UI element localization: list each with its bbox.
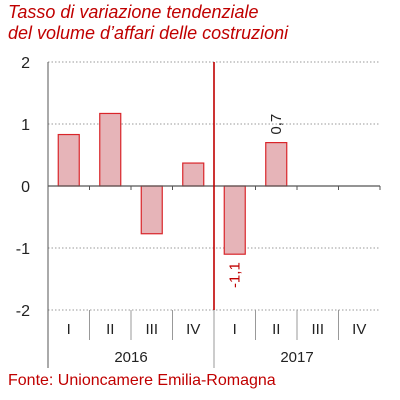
bar — [57, 133, 80, 187]
source-note: Fonte: Unioncamere Emilia-Romagna — [8, 372, 276, 389]
y-tick-label: 0 — [21, 179, 30, 196]
bar — [182, 162, 205, 187]
x-tick-label: II — [272, 321, 280, 338]
group-label: 2017 — [280, 349, 313, 366]
y-tick-label: -2 — [16, 303, 30, 320]
bar — [140, 185, 163, 235]
y-tick-label: 2 — [21, 55, 30, 72]
bar — [223, 185, 246, 255]
chart-title-line-2: del volume d’affari delle costruzioni — [8, 23, 289, 43]
bar — [99, 112, 122, 187]
data-label: -1,1 — [227, 262, 244, 288]
x-tick-label: II — [106, 321, 114, 338]
x-tick-label: III — [145, 321, 158, 338]
x-tick-label: I — [233, 321, 237, 338]
x-tick-label: IV — [186, 321, 200, 338]
bar — [265, 142, 288, 187]
group-label: 2016 — [114, 349, 147, 366]
x-tick-label: I — [67, 321, 71, 338]
chart-title: Tasso di variazione tendenziale del volu… — [8, 2, 398, 44]
data-label: 0,7 — [268, 114, 285, 135]
x-tick-label: IV — [352, 321, 366, 338]
chart-title-line-1: Tasso di variazione tendenziale — [8, 2, 259, 22]
y-tick-label: 1 — [21, 117, 30, 134]
x-tick-label: III — [311, 321, 324, 338]
y-tick-label: -1 — [16, 241, 30, 258]
